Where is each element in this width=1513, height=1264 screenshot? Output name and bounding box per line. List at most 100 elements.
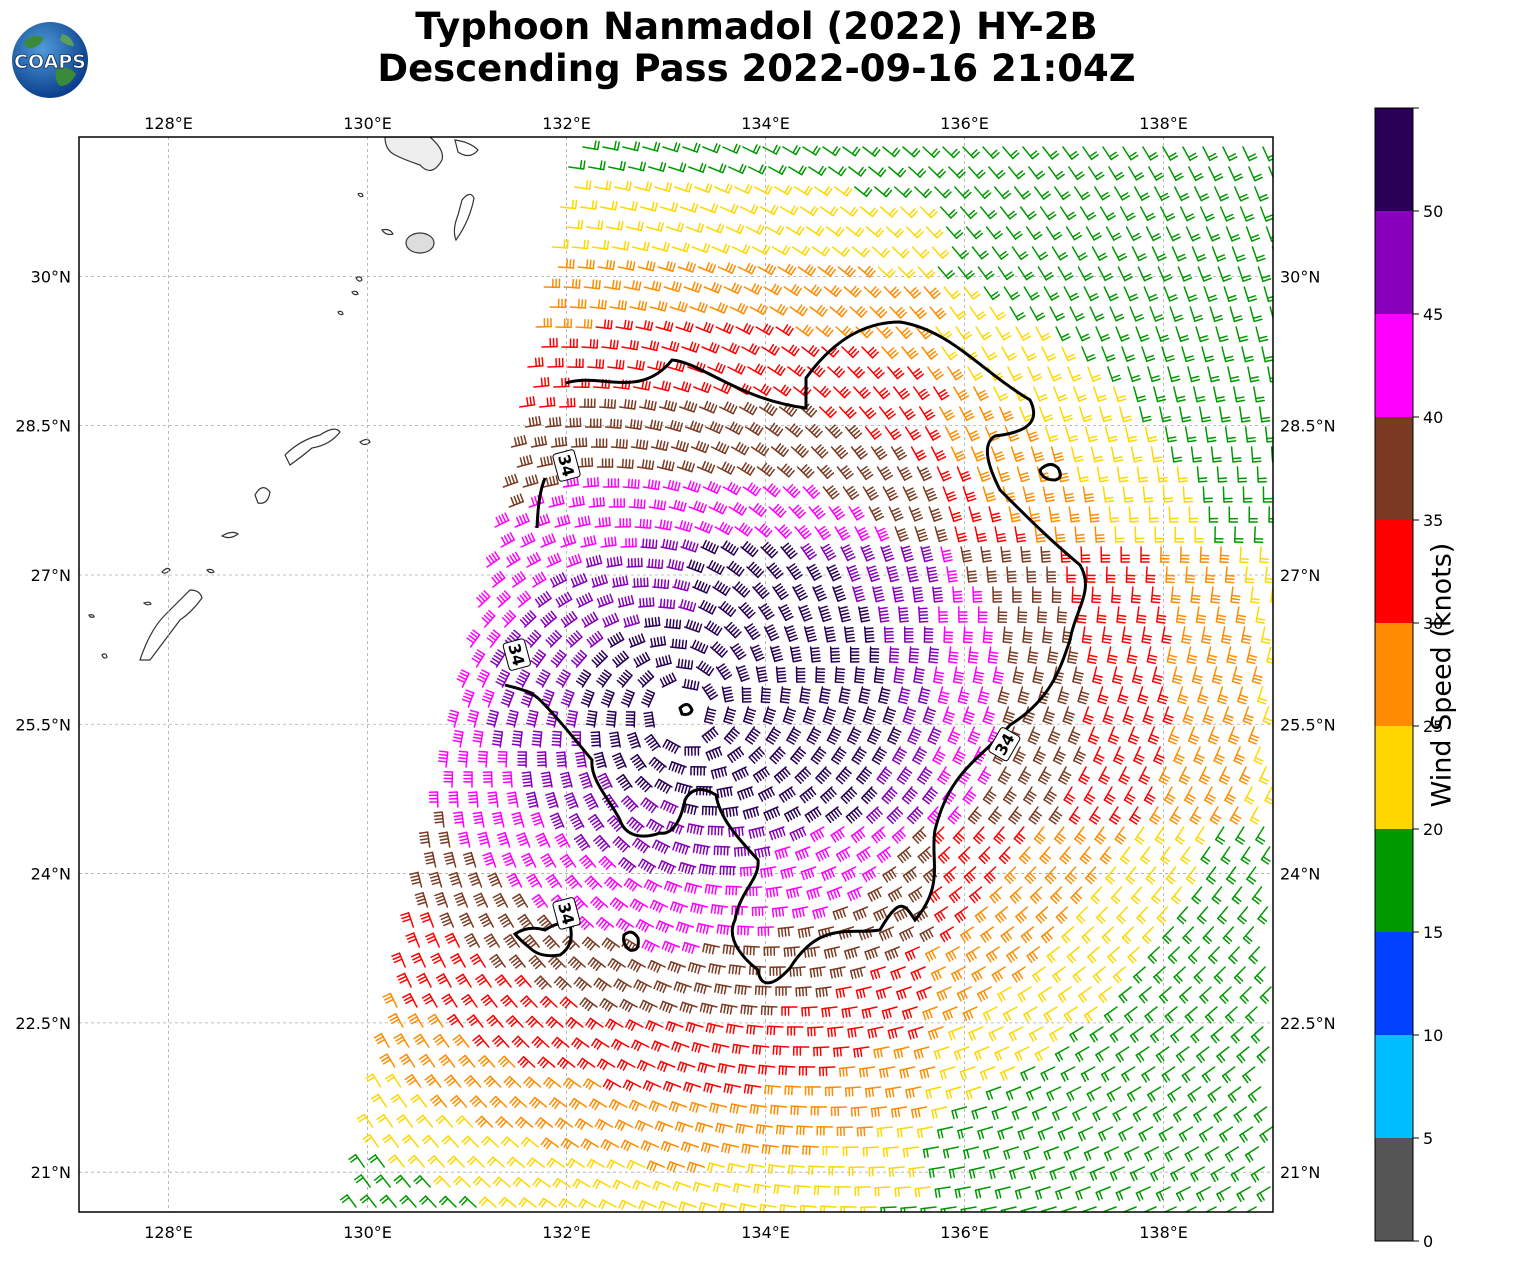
wind-barb	[1046, 566, 1057, 583]
wind-barb	[832, 585, 847, 602]
wind-barb	[1096, 906, 1109, 924]
wind-barb	[517, 913, 535, 929]
wind-barb	[601, 937, 620, 952]
wind-barb	[676, 460, 695, 473]
wind-barb	[433, 811, 445, 828]
colorbar-bin	[1375, 211, 1413, 314]
wind-barb	[653, 380, 672, 392]
wind-barb	[511, 1035, 530, 1048]
wind-barb	[1225, 226, 1241, 242]
wind-barb	[1229, 806, 1242, 825]
wind-barb	[1124, 1146, 1140, 1162]
wind-barb	[1134, 526, 1145, 543]
wind-barb	[1161, 626, 1172, 644]
colorbar-tick-label: 10	[1423, 1026, 1443, 1045]
wind-barb	[732, 581, 751, 598]
wind-barb	[937, 846, 951, 864]
wind-barb	[1205, 866, 1217, 885]
wind-barb	[742, 706, 757, 725]
wind-barb	[1239, 546, 1250, 564]
wind-barb	[850, 1106, 868, 1117]
wind-barb	[520, 995, 538, 1008]
wind-barb	[448, 791, 459, 808]
wind-barb	[1216, 466, 1228, 483]
wind-barb	[791, 906, 809, 919]
wind-barb	[982, 626, 994, 644]
wind-barb	[641, 340, 660, 352]
wind-barb	[936, 1126, 954, 1139]
wind-barb	[1215, 326, 1229, 343]
wind-barb	[845, 226, 865, 238]
wind-barb	[876, 1126, 894, 1138]
wind-barb	[672, 578, 691, 592]
wind-barb	[1164, 1146, 1180, 1162]
wind-barb	[801, 1006, 818, 1017]
wind-barb	[1160, 846, 1171, 865]
wind-barb	[711, 1042, 730, 1054]
wind-barb	[804, 423, 823, 438]
wind-barb	[828, 166, 847, 177]
lon-tick-label-bottom: 130°E	[343, 1223, 392, 1242]
wind-barb	[1080, 546, 1091, 563]
wind-barb	[1002, 706, 1015, 725]
wind-barb	[683, 281, 702, 293]
wind-barb	[579, 200, 598, 210]
wind-barb	[858, 406, 877, 420]
wind-barb	[815, 666, 826, 684]
wind-barb	[898, 686, 911, 705]
wind-barb	[662, 1080, 682, 1093]
wind-barb	[626, 816, 645, 833]
wind-barb	[815, 766, 832, 785]
wind-barb	[924, 426, 941, 441]
wind-barb	[995, 326, 1012, 341]
wind-barb	[882, 866, 897, 883]
wind-barb	[716, 786, 733, 799]
wind-barb	[789, 304, 808, 317]
wind-barb	[718, 601, 737, 617]
wind-barb	[872, 586, 885, 603]
wind-barb	[1261, 346, 1273, 363]
wind-barb	[1030, 446, 1045, 463]
wind-barb	[1009, 1166, 1025, 1180]
wind-barb	[611, 1038, 630, 1051]
wind-barb	[548, 494, 565, 508]
wind-barb	[547, 357, 564, 368]
wind-barb	[1104, 426, 1118, 443]
wind-barb	[482, 852, 497, 868]
wind-barb	[1067, 646, 1079, 664]
wind-barb	[606, 556, 623, 568]
wind-barb	[1258, 766, 1269, 785]
wind-barb	[799, 686, 811, 704]
wind-barb	[699, 1002, 718, 1015]
wind-barb	[980, 546, 993, 563]
wind-barb	[492, 1035, 510, 1048]
wind-barb	[1107, 726, 1120, 745]
title-line-2: Descending Pass 2022-09-16 21:04Z	[377, 47, 1136, 90]
wind-barb	[742, 144, 761, 155]
wind-barb	[1181, 626, 1192, 644]
wind-barb	[496, 831, 511, 848]
wind-barb	[886, 565, 900, 583]
wind-barb	[974, 186, 992, 200]
wind-barb	[908, 506, 924, 522]
wind-barb	[1184, 1006, 1198, 1024]
wind-barb	[1150, 1166, 1165, 1182]
wind-barb	[1167, 1086, 1182, 1103]
wind-barb	[707, 362, 726, 374]
wind-barb	[538, 1197, 557, 1208]
wind-barb	[407, 1013, 424, 1028]
wind-barb	[740, 541, 759, 558]
wind-barb	[623, 280, 642, 291]
wind-barb	[564, 417, 582, 428]
wind-barb	[723, 282, 743, 295]
wind-barb	[1081, 926, 1095, 944]
wind-barb	[1097, 686, 1109, 705]
wind-barb	[1040, 1206, 1057, 1212]
wind-barb	[1099, 846, 1112, 865]
wind-barb	[1137, 686, 1149, 705]
wind-barb	[948, 166, 966, 179]
wind-barb	[605, 710, 617, 728]
wind-barb	[799, 786, 817, 804]
wind-barb	[1015, 906, 1029, 924]
